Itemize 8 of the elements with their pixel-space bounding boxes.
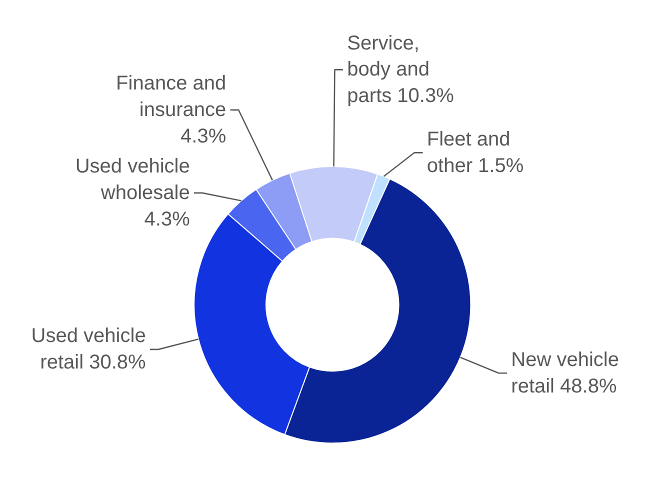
slice-label: Fleet and other 1.5% — [426, 128, 524, 177]
slice-label: Used vehicle retail 30.8% — [31, 325, 146, 374]
data-label: 4.3% — [144, 208, 190, 230]
slice-label: Finance and insurance — [116, 72, 226, 121]
slice-label: New vehicle retail 48.8% — [511, 348, 619, 398]
data-label: 4.3% — [180, 125, 226, 148]
slice-label: Used vehicle wholesale — [75, 156, 190, 204]
slice-label: Service, body and parts 10.3% — [347, 32, 454, 108]
